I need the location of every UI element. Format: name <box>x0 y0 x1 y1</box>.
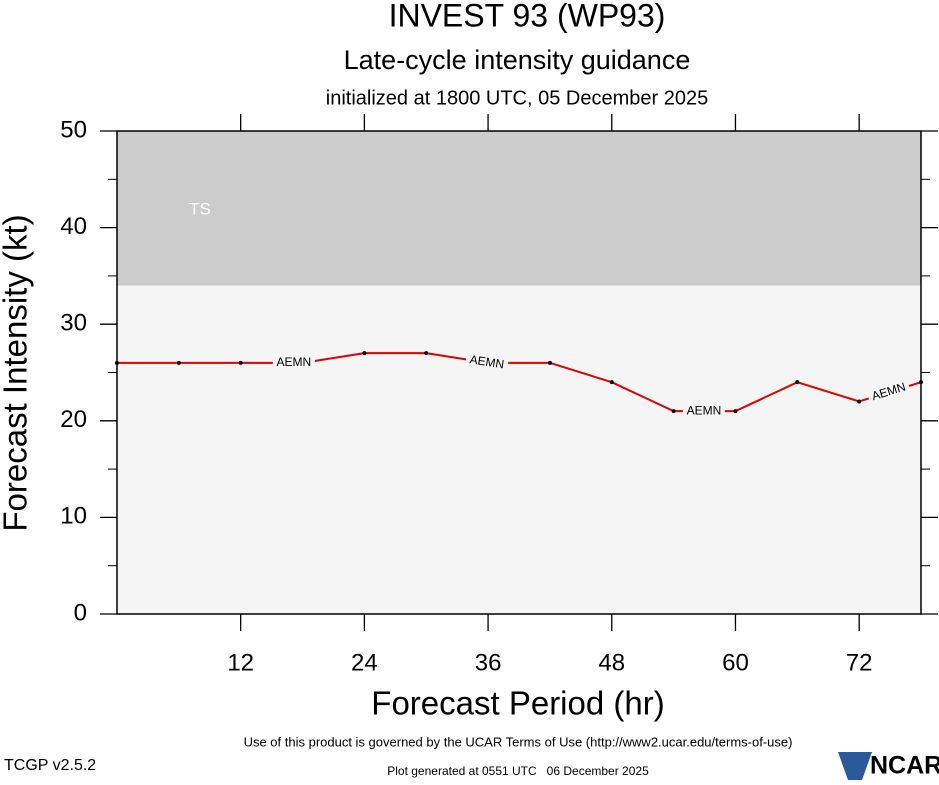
series-line <box>117 352 922 413</box>
point <box>238 360 243 365</box>
point <box>919 380 923 385</box>
y-axis-label: Forecast Intensity (kt) <box>0 214 34 531</box>
logo-icon <box>838 752 872 780</box>
point <box>609 380 614 385</box>
point <box>857 399 862 404</box>
version: TCGP v2.5.2 <box>4 757 96 774</box>
x-tick-label: 60 <box>722 649 749 676</box>
line-label: AEMN <box>465 352 509 373</box>
x-tick-label: 36 <box>475 649 502 676</box>
point <box>795 380 800 385</box>
series-label: AEMN <box>469 352 505 371</box>
logo: NCAR <box>870 752 939 780</box>
point <box>362 351 367 356</box>
y-tick-label: 0 <box>74 599 87 626</box>
x-tick-label: 48 <box>598 649 625 676</box>
label-bg <box>465 352 509 373</box>
line-label: AEMN <box>272 355 315 370</box>
init-time: initialized at 1800 UTC, 05 December 202… <box>326 87 708 109</box>
y-tick-label: 20 <box>60 406 87 433</box>
x-tick-label: 12 <box>227 649 254 676</box>
label-bg <box>682 404 725 419</box>
series-label: AEMN <box>687 403 722 417</box>
series-label: AEMN <box>277 355 312 369</box>
ts-band <box>117 131 921 286</box>
x-axis-label: Forecast Period (hr) <box>371 685 664 722</box>
point <box>424 351 429 356</box>
band-label: TS <box>189 199 211 218</box>
chart-subtitle: Late-cycle intensity guidance <box>344 45 691 75</box>
y-tick-label: 40 <box>60 213 87 240</box>
terms: Use of this product is governed by the U… <box>244 734 793 749</box>
label-bg <box>272 355 315 370</box>
chart-title: INVEST 93 (WP93) <box>389 0 666 33</box>
y-tick-label: 30 <box>60 310 87 337</box>
line-label: AEMN <box>682 403 725 419</box>
y-tick-label: 50 <box>60 116 87 143</box>
x-tick-label: 24 <box>351 649 378 676</box>
point <box>547 360 552 365</box>
x-tick-label: 72 <box>846 649 873 676</box>
y-tick-label: 10 <box>60 503 87 530</box>
point <box>733 409 738 414</box>
label-bg <box>866 379 911 406</box>
plot-frame <box>116 130 922 615</box>
point <box>176 360 181 365</box>
point <box>671 409 676 414</box>
generated: Plot generated at 0551 UTC 06 December 2… <box>387 764 649 778</box>
point <box>115 360 119 365</box>
